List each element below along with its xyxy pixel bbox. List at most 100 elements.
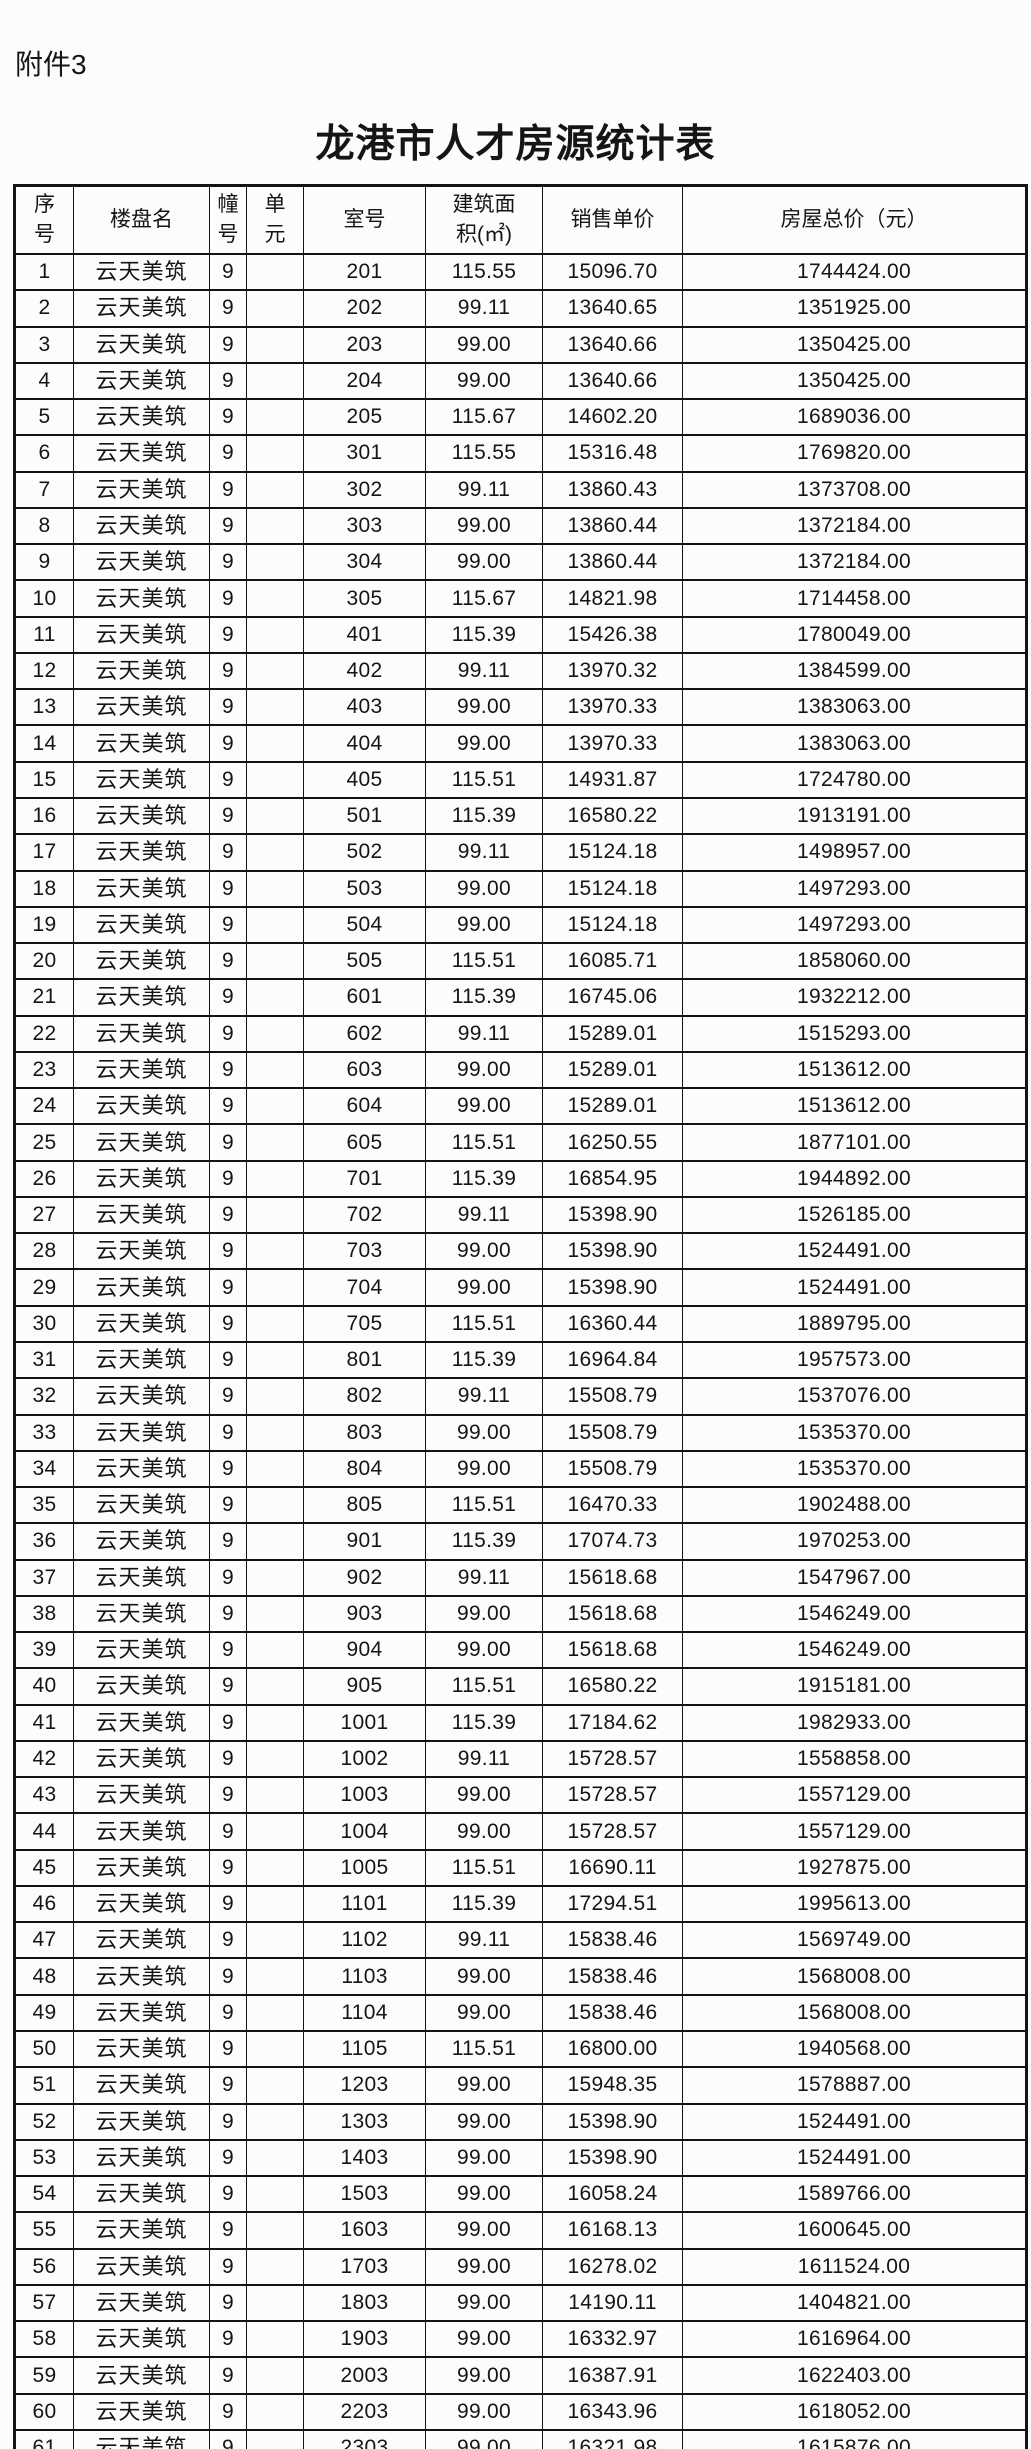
cell-unit [246, 252, 304, 292]
cell-building-name: 云天美筑 [73, 361, 210, 401]
cell-unit-price: 15289.01 [542, 1087, 683, 1126]
table-row: 61 云天美筑 9 2303 99.00 16321.98 1615876.00 [14, 2428, 1027, 2449]
table-header: 序 号 楼盘名 幢 号 单 元 室号 [14, 184, 1027, 255]
cell-building-name: 云天美筑 [73, 398, 210, 437]
cell-floor-area: 99.11 [425, 1739, 543, 1779]
cell-block-number: 9 [209, 1957, 247, 1996]
cell-index: 1 [14, 252, 74, 292]
table-row: 44 云天美筑 9 1004 99.00 15728.57 1557129.00 [14, 1812, 1027, 1851]
cell-building-name: 云天美筑 [73, 2102, 210, 2141]
cell-unit-price: 14821.98 [542, 579, 683, 618]
cell-block-number: 9 [209, 1413, 247, 1452]
cell-unit-price: 15398.90 [542, 2138, 683, 2178]
table-row: 23 云天美筑 9 603 99.00 15289.01 1513612.00 [14, 1050, 1027, 1090]
table-row: 6 云天美筑 9 301 115.55 15316.48 1769820.00 [14, 434, 1027, 473]
table-row: 51 云天美筑 9 1203 99.00 15948.35 1578887.00 [14, 2066, 1027, 2105]
cell-floor-area: 99.11 [425, 1921, 543, 1960]
cell-unit-price: 17294.51 [542, 1884, 683, 1924]
column-header-block-number: 幢 号 [209, 184, 247, 255]
cell-index: 4 [14, 361, 74, 401]
cell-index: 27 [14, 1195, 74, 1235]
table-row: 26 云天美筑 9 701 115.39 16854.95 1944892.00 [14, 1159, 1027, 1198]
cell-total-price: 1780049.00 [682, 615, 1027, 654]
cell-unit [246, 2211, 304, 2250]
cell-room-number: 305 [303, 579, 426, 618]
cell-total-price: 1383063.00 [682, 688, 1027, 727]
cell-block-number: 9 [209, 2392, 247, 2431]
cell-room-number: 805 [303, 1486, 426, 1525]
cell-unit-price: 14602.20 [542, 398, 683, 437]
table-row: 47 云天美筑 9 1102 99.11 15838.46 1569749.00 [14, 1921, 1027, 1960]
cell-unit-price: 15398.90 [542, 2102, 683, 2141]
cell-building-name: 云天美筑 [73, 2066, 210, 2105]
cell-unit-price: 17184.62 [542, 1703, 683, 1742]
cell-total-price: 1932212.00 [682, 978, 1027, 1017]
cell-unit-price: 16470.33 [542, 1486, 683, 1525]
cell-index: 12 [14, 651, 74, 691]
table-row: 5 云天美筑 9 205 115.67 14602.20 1689036.00 [14, 398, 1027, 437]
cell-total-price: 1383063.00 [682, 724, 1027, 763]
table-row: 2 云天美筑 9 202 99.11 13640.65 1351925.00 [14, 289, 1027, 328]
cell-unit-price: 15838.46 [542, 1957, 683, 1996]
cell-unit-price: 16800.00 [542, 2030, 683, 2069]
cell-unit-price: 13640.65 [542, 289, 683, 328]
cell-index: 23 [14, 1050, 74, 1090]
cell-building-name: 云天美筑 [73, 289, 210, 328]
cell-building-name: 云天美筑 [73, 2428, 210, 2449]
cell-block-number: 9 [209, 1631, 247, 1670]
cell-building-name: 云天美筑 [73, 1921, 210, 1960]
cell-index: 5 [14, 398, 74, 437]
cell-building-name: 云天美筑 [73, 1050, 210, 1090]
cell-block-number: 9 [209, 1812, 247, 1851]
cell-index: 30 [14, 1304, 74, 1343]
cell-unit [246, 1340, 304, 1380]
cell-floor-area: 99.00 [425, 688, 543, 727]
cell-unit-price: 15398.90 [542, 1232, 683, 1271]
cell-unit-price: 15426.38 [542, 615, 683, 654]
cell-room-number: 2303 [303, 2428, 426, 2449]
cell-total-price: 1537076.00 [682, 1377, 1027, 1416]
cell-unit [246, 2356, 304, 2395]
cell-block-number: 9 [209, 2066, 247, 2105]
cell-building-name: 云天美筑 [73, 724, 210, 763]
cell-block-number: 9 [209, 1050, 247, 1090]
cell-room-number: 705 [303, 1304, 426, 1343]
cell-floor-area: 115.55 [425, 252, 543, 292]
cell-total-price: 1724780.00 [682, 760, 1027, 799]
cell-unit [246, 1812, 304, 1851]
cell-index: 38 [14, 1594, 74, 1634]
table-row: 39 云天美筑 9 904 99.00 15618.68 1546249.00 [14, 1631, 1027, 1670]
cell-index: 34 [14, 1449, 74, 1489]
cell-unit [246, 651, 304, 691]
cell-total-price: 1622403.00 [682, 2356, 1027, 2395]
cell-building-name: 云天美筑 [73, 833, 210, 872]
cell-block-number: 9 [209, 615, 247, 654]
cell-unit [246, 2175, 304, 2214]
table-row: 36 云天美筑 9 901 115.39 17074.73 1970253.00 [14, 1522, 1027, 1561]
table-row: 60 云天美筑 9 2203 99.00 16343.96 1618052.00 [14, 2392, 1027, 2431]
cell-total-price: 1616964.00 [682, 2320, 1027, 2359]
cell-room-number: 1503 [303, 2175, 426, 2214]
cell-block-number: 9 [209, 688, 247, 727]
cell-unit-price: 16168.13 [542, 2211, 683, 2250]
cell-building-name: 云天美筑 [73, 325, 210, 364]
cell-building-name: 云天美筑 [73, 1703, 210, 1742]
header-label: 建筑面 [452, 193, 516, 216]
cell-building-name: 云天美筑 [73, 2283, 210, 2323]
cell-building-name: 云天美筑 [73, 2175, 210, 2214]
cell-room-number: 901 [303, 1522, 426, 1561]
cell-floor-area: 115.67 [425, 579, 543, 618]
cell-unit-price: 15618.68 [542, 1594, 683, 1634]
cell-index: 48 [14, 1957, 74, 1996]
table-row: 3 云天美筑 9 203 99.00 13640.66 1350425.00 [14, 325, 1027, 364]
cell-block-number: 9 [209, 905, 247, 945]
cell-room-number: 1001 [303, 1703, 426, 1742]
cell-block-number: 9 [209, 1703, 247, 1742]
cell-unit [246, 978, 304, 1017]
cell-building-name: 云天美筑 [73, 1014, 210, 1053]
cell-total-price: 1535370.00 [682, 1449, 1027, 1489]
cell-room-number: 803 [303, 1413, 426, 1452]
cell-block-number: 9 [209, 2247, 247, 2286]
cell-building-name: 云天美筑 [73, 1884, 210, 1924]
